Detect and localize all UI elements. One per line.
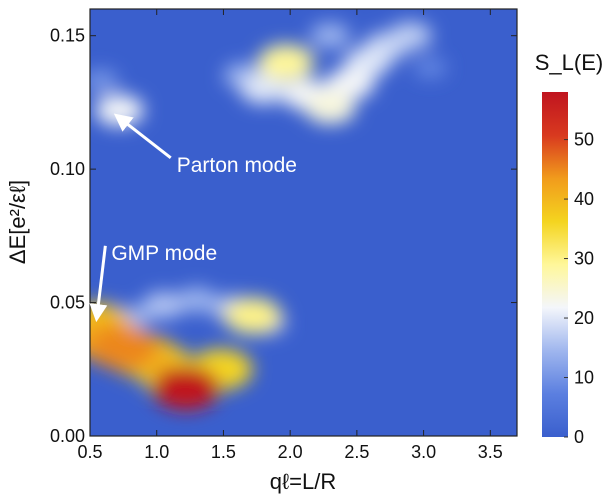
x-tick-label: 1.5 <box>211 442 236 462</box>
y-axis-title: ΔE[e²/εℓ] <box>5 180 30 264</box>
x-tick-label: 3.5 <box>478 442 503 462</box>
annotation-arrow <box>113 113 172 159</box>
colorbar-tick-label: 10 <box>574 368 594 388</box>
annotation-arrow <box>89 245 108 323</box>
colorbar-gradient <box>542 92 568 437</box>
colorbar: S_L(E) 0 10 20 30 40 50 <box>535 50 603 447</box>
heatmap-blob <box>413 56 448 79</box>
x-tick-label: 1.0 <box>144 442 169 462</box>
x-tick-label: 2.5 <box>344 442 369 462</box>
heatmap-blob <box>176 286 217 313</box>
y-tick-label: 0.10 <box>50 159 85 179</box>
colorbar-ticks: 0 10 20 30 40 50 <box>564 130 594 447</box>
y-tick-label: 0.05 <box>50 293 85 313</box>
heatmap-blob <box>325 68 375 100</box>
heatmap-blob <box>151 365 221 410</box>
colorbar-title: S_L(E) <box>535 50 603 75</box>
annotation-label: GMP mode <box>111 242 217 265</box>
heatmap-blob <box>304 91 356 125</box>
heatmap-blob <box>90 69 119 93</box>
heatmap-blob <box>90 325 158 370</box>
annotation-label: Parton mode <box>177 154 297 177</box>
colorbar-tick-label: 0 <box>574 427 584 447</box>
plot-area <box>89 8 518 437</box>
x-tick-label: 3.0 <box>411 442 436 462</box>
y-tick-label: 0.15 <box>50 26 85 46</box>
heatmap-blob <box>240 74 287 105</box>
x-tick-label: 2.0 <box>278 442 303 462</box>
x-axis: 0.5 1.0 1.5 2.0 2.5 3.0 3.5 <box>77 9 503 462</box>
heatmap-blob <box>310 22 351 49</box>
heatmap-blobs <box>90 21 448 410</box>
heatmap-blob <box>95 94 144 127</box>
plot-frame <box>89 8 518 437</box>
colorbar-tick-label: 50 <box>574 130 594 150</box>
colorbar-tick-label: 20 <box>574 308 594 328</box>
annotations: Parton mode GMP mode <box>89 113 297 323</box>
colorbar-tick-label: 40 <box>574 189 594 209</box>
x-axis-title: qℓ=L/R <box>270 469 336 494</box>
x-tick-label: 0.5 <box>77 442 102 462</box>
heatmap-blob <box>142 291 185 319</box>
colorbar-tick-label: 30 <box>574 249 594 269</box>
heatmap-blob <box>224 297 282 335</box>
y-tick-label: 0.00 <box>50 426 85 446</box>
y-axis: 0.00 0.05 0.10 0.15 <box>50 26 517 446</box>
heatmap-blob <box>258 44 315 81</box>
